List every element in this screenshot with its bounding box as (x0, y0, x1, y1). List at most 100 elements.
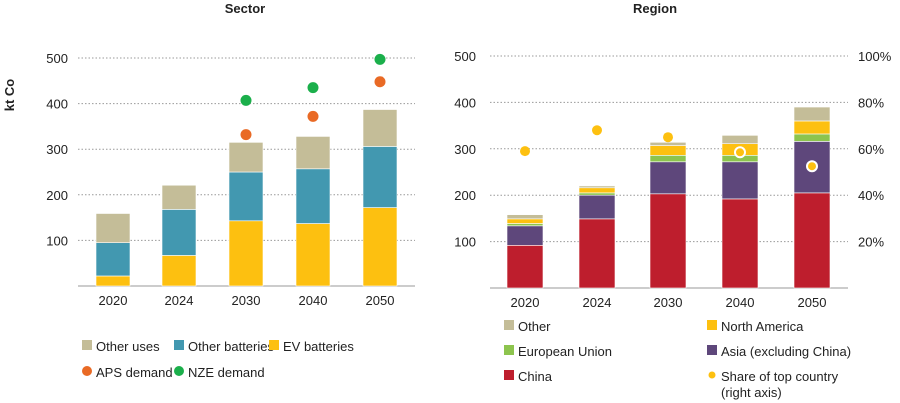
bar-segment (161, 184, 197, 210)
bar-segment (793, 133, 831, 142)
bar-segment (95, 275, 131, 287)
bar-segment (649, 154, 687, 163)
y-tick-label: 100 (454, 235, 476, 250)
marker-point (663, 132, 673, 143)
y-tick-label: 200 (46, 188, 68, 203)
legend-label: Other uses (96, 339, 160, 354)
legend-swatch (504, 320, 514, 330)
legend-label: Share of top country (721, 369, 839, 384)
legend-swatch (269, 340, 279, 350)
legend-label: European Union (518, 344, 612, 359)
marker-point (307, 110, 319, 122)
legend-label: APS demand (96, 365, 173, 380)
x-tick-label: 2050 (366, 293, 395, 308)
legend-label: (right axis) (721, 385, 782, 400)
y-tick-label: 100 (46, 233, 68, 248)
bar-segment (793, 106, 831, 122)
y-tick-label: 300 (454, 142, 476, 157)
bar-segment (228, 220, 264, 287)
bar-segment (295, 168, 331, 224)
legend-label: Other batteries (188, 339, 274, 354)
marker-point (592, 125, 602, 136)
bar-segment (295, 223, 331, 287)
y-tick-label: 300 (46, 142, 68, 157)
bar-segment (161, 255, 197, 287)
bar-segment (228, 142, 264, 173)
bar-segment (228, 171, 264, 222)
y2-tick-label: 40% (858, 188, 884, 203)
bar-segment (578, 192, 616, 196)
legend-swatch (504, 370, 514, 380)
marker-point (374, 53, 386, 65)
bar-segment (793, 120, 831, 135)
x-tick-label: 2030 (654, 295, 683, 310)
y2-tick-label: 80% (858, 95, 884, 110)
legend-marker (708, 371, 716, 379)
bar-segment (362, 146, 398, 208)
legend-label: NZE demand (188, 365, 265, 380)
x-tick-label: 2040 (299, 293, 328, 308)
marker-point (240, 94, 252, 106)
marker-point (307, 82, 319, 94)
bar-segment (506, 214, 544, 220)
bar-segment (578, 218, 616, 289)
bar-segment (578, 187, 616, 194)
x-tick-label: 2030 (232, 293, 261, 308)
legend-label: Asia (excluding China) (721, 344, 851, 359)
bar-segment (578, 185, 616, 189)
legend-swatch (82, 340, 92, 350)
bar-segment (649, 161, 687, 195)
marker-point (806, 160, 818, 173)
y2-tick-label: 60% (858, 142, 884, 157)
bar-segment (721, 135, 759, 144)
bar-segment (506, 223, 544, 227)
legend-marker (82, 366, 92, 376)
legend-label: China (518, 369, 553, 384)
bar-segment (161, 209, 197, 256)
y-tick-label: 500 (46, 51, 68, 66)
y-tick-label: 400 (454, 95, 476, 110)
y-tick-label: 500 (454, 49, 476, 64)
y2-tick-label: 20% (858, 235, 884, 250)
bar-segment (362, 207, 398, 287)
x-tick-label: 2020 (99, 293, 128, 308)
bar-segment (649, 142, 687, 146)
legend-swatch (707, 320, 717, 330)
y2-tick-label: 100% (858, 49, 892, 64)
bar-segment (95, 213, 131, 243)
bar-segment (295, 136, 331, 170)
bar-segment (649, 145, 687, 156)
bar-segment (721, 198, 759, 289)
marker-point (374, 76, 386, 88)
bar-segment (578, 194, 616, 220)
bar-segment (506, 225, 544, 246)
bar-segment (506, 245, 544, 289)
y-tick-label: 200 (454, 188, 476, 203)
y-tick-label: 400 (46, 97, 68, 112)
bar-segment (793, 192, 831, 289)
legend-swatch (174, 340, 184, 350)
y-axis-label: kt Co (2, 79, 17, 112)
legend-marker (174, 366, 184, 376)
bar-segment (649, 193, 687, 289)
bar-segment (721, 161, 759, 200)
x-tick-label: 2050 (798, 295, 827, 310)
bar-segment (506, 218, 544, 224)
x-tick-label: 2024 (583, 295, 612, 310)
legend-label: North America (721, 319, 804, 334)
legend-label: EV batteries (283, 339, 354, 354)
bar-segment (95, 242, 131, 277)
region-chart-title: Region (633, 1, 677, 16)
x-tick-label: 2020 (511, 295, 540, 310)
marker-point (520, 146, 530, 157)
marker-point (734, 146, 746, 159)
legend-swatch (707, 345, 717, 355)
bar-segment (362, 109, 398, 147)
x-tick-label: 2040 (726, 295, 755, 310)
x-tick-label: 2024 (165, 293, 194, 308)
marker-point (240, 129, 252, 141)
sector-chart-title: Sector (225, 1, 265, 16)
legend-swatch (504, 345, 514, 355)
